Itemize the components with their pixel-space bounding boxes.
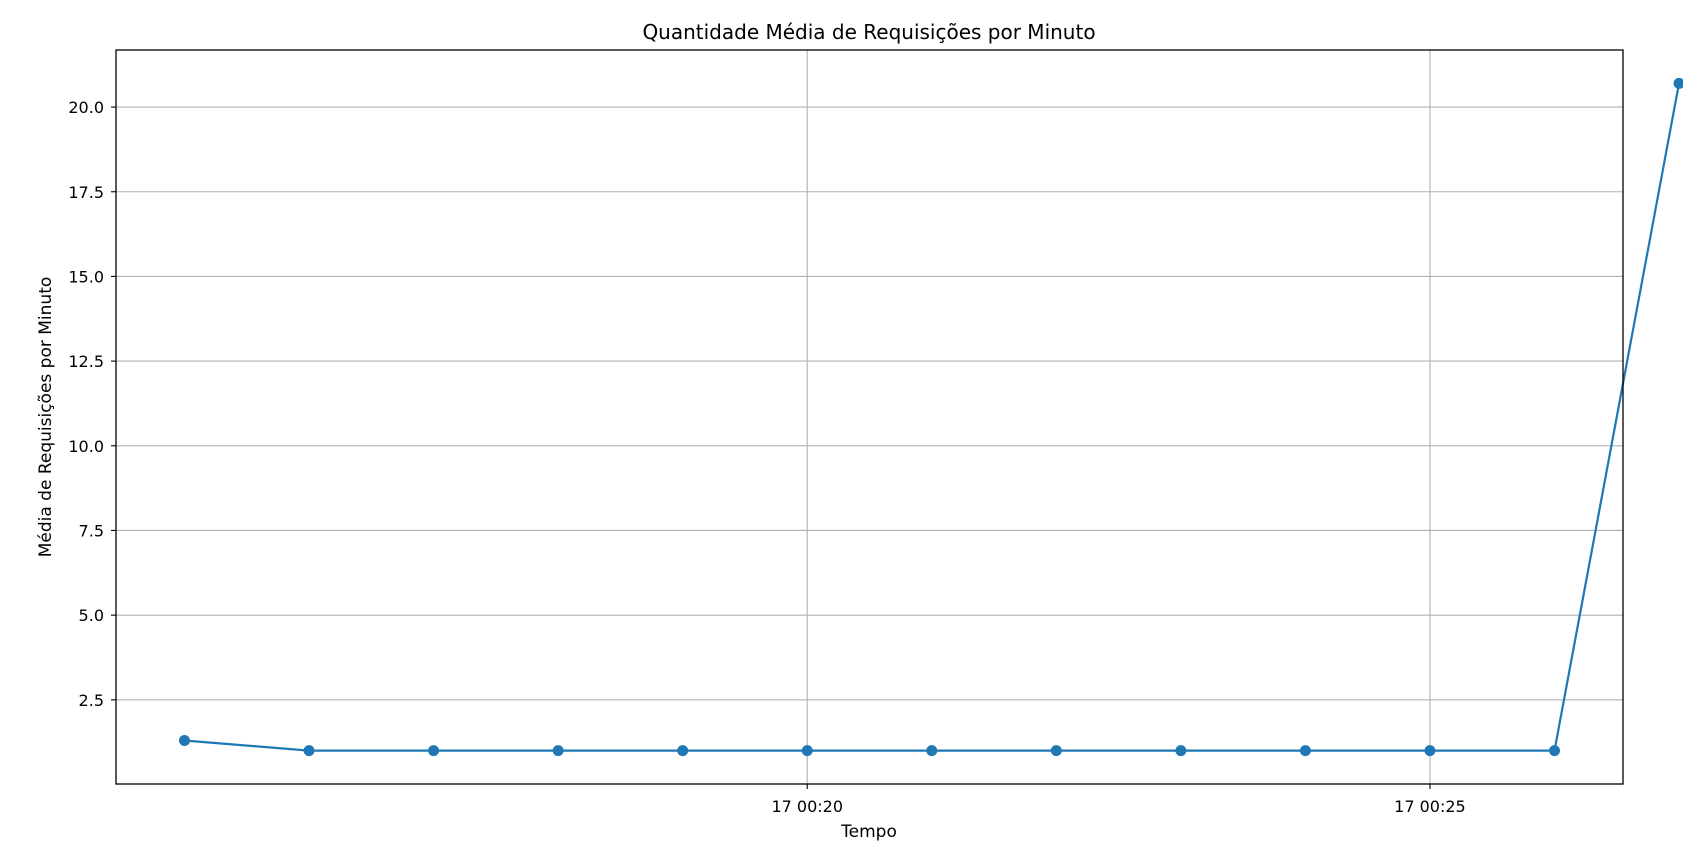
series-group: [179, 77, 1683, 757]
data-point: [1299, 745, 1311, 757]
y-axis-ticks: 2.5 5.0 7.5 10.0 12.5 15.0 17.5 20.0: [68, 98, 116, 710]
y-tick-label: 12.5: [68, 352, 104, 371]
y-axis-label: Média de Requisições por Minuto: [36, 277, 56, 558]
data-point: [1050, 745, 1062, 757]
data-point: [1549, 745, 1560, 757]
x-tick-label: 17 00:20: [771, 797, 843, 816]
data-point: [926, 745, 938, 757]
y-tick-label: 7.5: [79, 521, 104, 540]
data-point: [179, 734, 190, 746]
x-axis-label: Tempo: [840, 822, 897, 842]
chart-title: Quantidade Média de Requisições por Minu…: [642, 20, 1095, 44]
data-point: [1175, 745, 1187, 757]
y-tick-label: 5.0: [79, 606, 104, 625]
plot-area-frame: [115, 49, 1624, 785]
y-tick-label: 10.0: [68, 437, 104, 456]
data-point: [1424, 745, 1436, 757]
data-point: [677, 745, 689, 757]
y-tick-label: 2.5: [79, 691, 104, 710]
y-tick-label: 17.5: [68, 183, 104, 202]
data-point: [428, 745, 440, 757]
data-point: [552, 745, 564, 757]
data-point: [801, 745, 813, 757]
series-line: [184, 83, 1681, 752]
y-tick-label: 20.0: [68, 98, 104, 117]
data-point: [1673, 77, 1683, 89]
x-tick-label: 17 00:25: [1394, 797, 1466, 816]
grid-lines: [116, 50, 1623, 784]
data-point: [303, 745, 315, 757]
x-axis-ticks: 17 00:20 17 00:25: [771, 784, 1466, 816]
y-tick-label: 15.0: [68, 267, 104, 286]
